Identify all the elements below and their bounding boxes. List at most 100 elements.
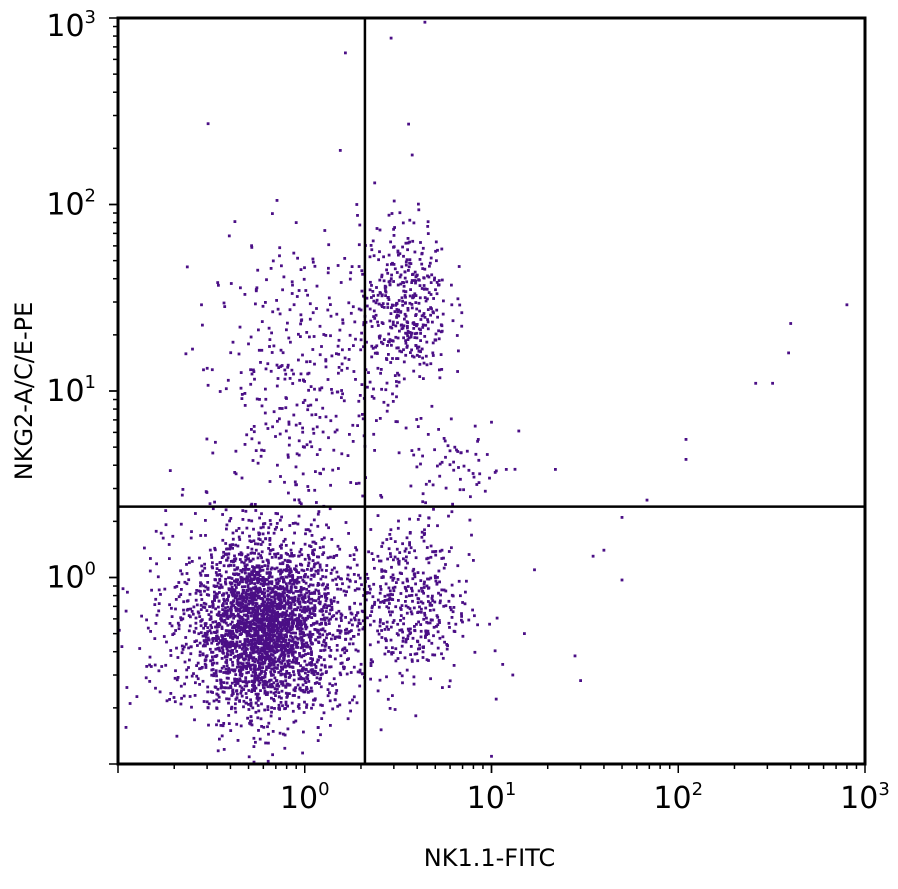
event-dot <box>313 606 317 610</box>
event-dot <box>379 585 382 588</box>
event-dot <box>237 626 241 630</box>
event-dot <box>219 681 223 685</box>
event-dot <box>154 622 158 625</box>
event-dot <box>281 591 285 594</box>
event-dot <box>204 638 208 642</box>
event-dot <box>213 578 217 581</box>
event-dot <box>283 619 287 623</box>
event-dot <box>307 691 310 694</box>
event-dot <box>257 564 261 568</box>
event-dot <box>187 578 191 582</box>
event-dot <box>295 578 299 581</box>
event-dot <box>253 594 257 598</box>
event-dot <box>394 335 398 339</box>
event-dot <box>267 664 271 667</box>
event-dot <box>232 572 235 576</box>
event-dot <box>391 586 395 590</box>
event-dot <box>440 588 444 592</box>
event-dot <box>287 491 290 495</box>
event-dot <box>303 542 307 546</box>
event-dot <box>204 585 208 589</box>
event-dot <box>235 572 238 576</box>
event-dot <box>265 647 269 650</box>
event-dot <box>285 609 289 613</box>
event-dot <box>229 282 233 285</box>
event-dot <box>283 377 287 381</box>
event-dot <box>290 650 294 654</box>
event-dot <box>221 612 225 616</box>
event-dot <box>121 587 125 591</box>
event-dot <box>342 399 346 403</box>
event-dot <box>238 633 242 636</box>
event-dot <box>144 676 148 680</box>
event-dot <box>174 607 177 611</box>
event-dot <box>253 377 256 381</box>
event-dot <box>620 578 624 582</box>
event-dot <box>266 638 269 641</box>
event-dot <box>301 683 305 687</box>
event-dot <box>208 605 211 608</box>
event-dot <box>435 614 439 617</box>
event-dot <box>407 122 410 126</box>
event-dot <box>146 626 150 630</box>
event-dot <box>249 601 253 605</box>
event-dot <box>407 336 411 340</box>
event-dot <box>243 293 247 296</box>
event-dot <box>436 646 440 650</box>
event-dot <box>318 565 322 569</box>
event-dot <box>316 739 320 742</box>
event-dot <box>169 654 173 657</box>
event-dot <box>348 701 352 705</box>
event-dot <box>398 571 402 575</box>
event-dot <box>283 633 286 637</box>
event-dot <box>299 605 303 609</box>
event-dot <box>236 678 239 682</box>
event-dot <box>263 591 266 595</box>
event-dot <box>428 603 432 607</box>
event-dot <box>249 592 253 596</box>
event-dot <box>383 594 387 598</box>
event-dot <box>419 579 423 582</box>
event-dot <box>222 671 226 674</box>
event-dot <box>217 625 220 628</box>
event-dot <box>280 407 284 410</box>
event-dot <box>238 558 242 561</box>
event-dot <box>347 585 351 589</box>
event-dot <box>324 599 328 603</box>
event-dot <box>266 655 269 659</box>
event-dot <box>210 556 214 559</box>
event-dot <box>211 561 214 565</box>
event-dot <box>249 382 253 386</box>
event-dot <box>214 607 217 611</box>
event-dot <box>256 617 259 620</box>
event-dot <box>317 629 320 633</box>
event-dot <box>422 582 426 586</box>
event-dot <box>281 637 285 641</box>
event-dot <box>311 260 315 264</box>
event-dot <box>446 444 450 448</box>
event-dot <box>234 608 238 612</box>
event-dot <box>217 700 221 703</box>
event-dot <box>302 569 306 573</box>
event-dot <box>405 536 409 540</box>
event-dot <box>375 298 379 302</box>
event-dot <box>440 247 444 251</box>
event-dot <box>220 666 224 670</box>
event-dot <box>277 613 280 617</box>
event-dot <box>754 381 758 385</box>
event-dot <box>370 248 374 252</box>
event-dot <box>404 566 408 570</box>
event-dot <box>369 528 373 531</box>
event-dot <box>297 597 300 600</box>
event-dot <box>411 569 415 573</box>
event-dot <box>367 371 370 374</box>
event-dot <box>386 697 390 701</box>
event-dot <box>251 638 255 642</box>
event-dot <box>312 518 316 522</box>
event-dot <box>437 569 441 573</box>
event-dot <box>304 624 307 628</box>
event-dot <box>310 661 313 664</box>
event-dot <box>338 629 342 633</box>
event-dot <box>339 587 343 591</box>
event-dot <box>420 252 424 256</box>
